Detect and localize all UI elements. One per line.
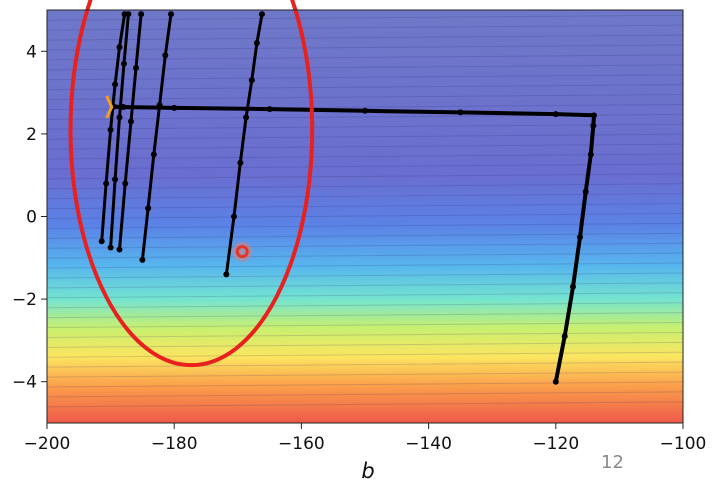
trajectory-point — [156, 101, 163, 108]
contour-line — [47, 24, 683, 31]
trajectory-point — [116, 44, 123, 51]
contour-line — [47, 252, 683, 259]
contour-line — [47, 381, 683, 388]
x-tick-label: −160 — [278, 434, 325, 454]
trajectory-point — [582, 188, 589, 195]
contour-line — [47, 401, 683, 408]
trajectory-point — [98, 238, 105, 245]
trajectory-point — [552, 378, 559, 385]
trajectory-point — [112, 176, 119, 183]
contour-line — [47, 213, 683, 219]
contour-line — [47, 74, 683, 81]
orange-marker — [105, 95, 114, 119]
trajectory-point — [107, 244, 114, 251]
trajectory-point — [121, 11, 128, 18]
trajectory-point — [171, 104, 178, 111]
contour-line — [47, 203, 683, 210]
trajectory-point — [243, 114, 250, 121]
contour-line — [47, 94, 683, 101]
trajectory-point — [590, 112, 597, 119]
trajectory-point — [127, 118, 134, 125]
trajectory-point — [457, 109, 464, 116]
contour-line — [47, 34, 683, 41]
contour-line — [47, 302, 683, 309]
trajectory-line — [140, 13, 173, 261]
red-marker-glow — [232, 241, 253, 262]
trajectory-point — [237, 159, 244, 166]
trajectory-point — [120, 60, 127, 67]
contour-line — [47, 173, 683, 180]
contour-line — [47, 391, 683, 398]
contour-line — [47, 292, 683, 299]
x-tick-label: −180 — [151, 434, 198, 454]
trajectory-point — [587, 151, 594, 158]
trajectory-point — [162, 52, 169, 59]
x-tick-label: −140 — [405, 434, 452, 454]
trajectory-point — [230, 213, 237, 220]
y-tick-label: −4 — [12, 373, 37, 393]
x-axis: −200 −180 −160 −140 −120 −100 — [24, 423, 707, 454]
trajectory-point — [552, 111, 559, 118]
trajectory-point — [145, 205, 152, 212]
y-tick-label: −2 — [12, 290, 37, 310]
contour-line — [47, 361, 683, 368]
trajectory-point — [112, 81, 119, 88]
contour-line — [47, 242, 683, 249]
trajectory-point — [107, 126, 114, 133]
trajectory-point — [258, 11, 265, 18]
trajectory-point — [168, 11, 175, 18]
y-axis: −4 −2 0 2 4 — [12, 42, 47, 393]
contour-line — [47, 222, 683, 229]
contour-line — [47, 371, 683, 378]
contour-line — [47, 322, 683, 329]
contour-line — [47, 282, 683, 289]
trajectory-point — [138, 11, 145, 18]
contour-line — [47, 193, 683, 200]
trajectory-point — [576, 234, 583, 241]
trajectory-point — [116, 114, 123, 121]
y-tick-label: 2 — [26, 125, 37, 145]
contour-line — [47, 272, 683, 279]
trajectory-point — [362, 107, 368, 114]
trajectory-point — [561, 333, 568, 340]
trajectory-point — [248, 77, 255, 84]
trajectory-point — [139, 256, 146, 263]
highlight-ellipse — [68, 0, 315, 368]
x-tick-label: −200 — [24, 434, 71, 454]
contour-line — [47, 262, 683, 269]
trajectory-point — [150, 151, 157, 158]
x-tick-label: −100 — [660, 434, 707, 454]
trajectory-point — [133, 64, 140, 71]
x-tick-label: −120 — [532, 434, 579, 454]
trajectory-point — [253, 40, 260, 47]
trajectory-point — [590, 122, 597, 129]
page-number: 12 — [601, 452, 624, 473]
contour-line — [47, 183, 683, 190]
trajectory-point — [223, 271, 230, 278]
contour-line — [47, 163, 683, 170]
y-tick-label: 0 — [26, 208, 37, 228]
contour-line — [47, 312, 683, 319]
trajectory-point — [122, 180, 129, 187]
contour-line — [47, 331, 683, 338]
markers — [68, 0, 315, 368]
trajectory-point — [103, 180, 110, 187]
trajectory-point — [266, 106, 273, 113]
red-circle-marker — [235, 245, 249, 259]
contour-line — [47, 84, 683, 91]
contour-line — [47, 232, 683, 239]
trajectory-point — [569, 283, 576, 290]
contour-line — [47, 341, 683, 348]
contour-line — [47, 351, 683, 358]
y-tick-label: 4 — [26, 42, 37, 62]
trajectory-point — [116, 246, 123, 253]
contour-line — [47, 14, 683, 21]
x-axis-label: b — [361, 459, 374, 483]
